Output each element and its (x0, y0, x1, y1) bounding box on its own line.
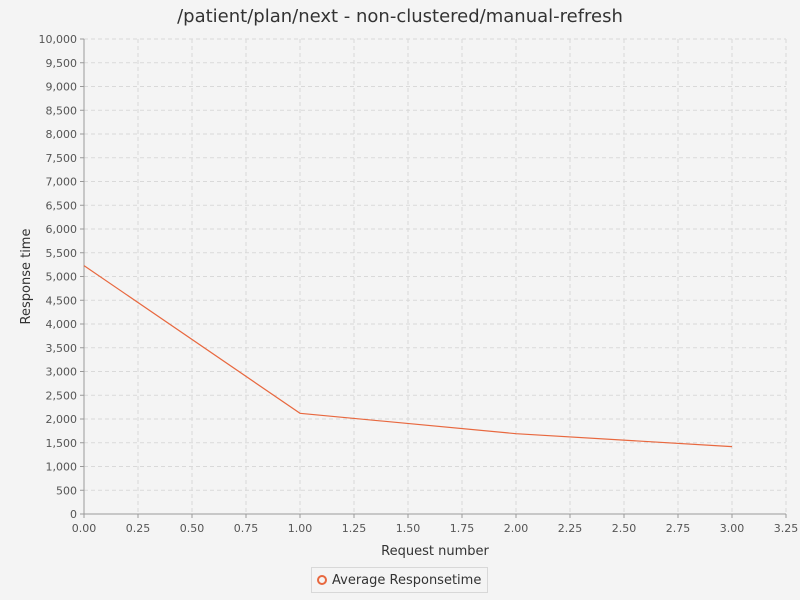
y-tick-label: 10,000 (39, 33, 78, 46)
x-tick-label: 0.25 (126, 522, 151, 535)
y-tick-label: 4,000 (46, 318, 78, 331)
series-layer (83, 265, 733, 448)
legend: Average Responsetime (311, 567, 489, 593)
y-tick-label: 3,000 (46, 366, 78, 379)
axes: 0.00 0.25 0.50 0.75 1.00 1.25 1.50 1.75 2.00 2.25… (39, 33, 799, 535)
y-tick-label: 1,500 (46, 437, 78, 450)
x-tick-label: 0.00 (72, 522, 97, 535)
x-tick-label: 3.25 (774, 522, 799, 535)
x-tick-label: 2.50 (612, 522, 637, 535)
y-tick-label: 4,500 (46, 294, 78, 307)
x-tick-label: 0.75 (234, 522, 259, 535)
y-tick-label: 9,500 (46, 57, 78, 70)
x-tick-label: 3.00 (720, 522, 745, 535)
y-tick-label: 3,500 (46, 342, 78, 355)
series-line (83, 265, 733, 448)
y-tick-label: 6,500 (46, 199, 78, 212)
y-tick-label: 0 (70, 508, 77, 521)
x-tick-label: 1.50 (396, 522, 421, 535)
x-tick-label: 2.75 (666, 522, 691, 535)
legend-marker-icon (317, 575, 327, 585)
y-tick-label: 9,000 (46, 81, 78, 94)
y-tick-label: 2,000 (46, 413, 78, 426)
y-tick-label: 500 (56, 484, 77, 497)
y-tick-label: 2,500 (46, 389, 78, 402)
x-tick-label: 0.50 (180, 522, 205, 535)
y-tick-label: 5,500 (46, 247, 78, 260)
y-tick-label: 1,000 (46, 461, 78, 474)
y-tick-label: 6,000 (46, 223, 78, 236)
legend-label: Average Responsetime (332, 572, 482, 588)
y-axis-label: Response time (19, 229, 34, 325)
grid (83, 38, 787, 515)
y-tick-label: 7,500 (46, 152, 78, 165)
x-tick-label: 1.25 (342, 522, 367, 535)
y-tick-label: 5,000 (46, 271, 78, 284)
chart-title: /patient/plan/next - non-clustered/manua… (177, 6, 623, 27)
y-tick-label: 7,000 (46, 176, 78, 189)
y-tick-label: 8,500 (46, 104, 78, 117)
x-tick-label: 1.00 (288, 522, 313, 535)
x-tick-label: 2.25 (558, 522, 583, 535)
x-tick-label: 2.00 (504, 522, 529, 535)
x-axis-label: Request number (381, 544, 489, 559)
y-tick-label: 8,000 (46, 128, 78, 141)
x-tick-label: 1.75 (450, 522, 475, 535)
